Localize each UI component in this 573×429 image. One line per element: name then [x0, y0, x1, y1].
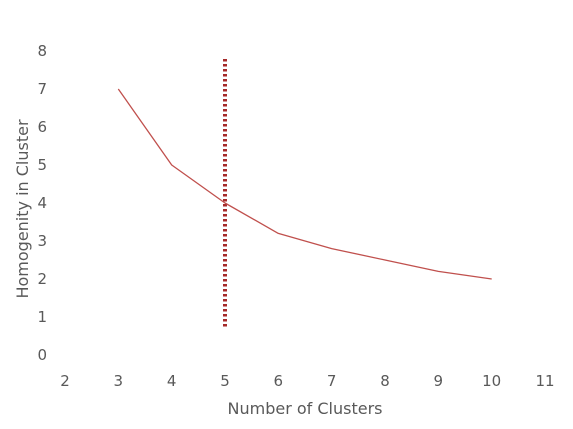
y-axis-ticks: 0 1 2 3 4 5 6 7 8 — [37, 42, 47, 364]
x-tick-label: 6 — [274, 372, 284, 390]
y-tick-label: 7 — [37, 80, 47, 98]
y-tick-label: 4 — [37, 194, 47, 212]
x-tick-label: 8 — [380, 372, 390, 390]
y-tick-label: 2 — [37, 270, 47, 288]
y-tick-label: 3 — [37, 232, 47, 250]
x-tick-label: 4 — [167, 372, 177, 390]
x-axis-ticks: 2 3 4 5 6 7 8 9 10 11 — [60, 372, 554, 390]
x-tick-label: 7 — [327, 372, 337, 390]
x-tick-label: 10 — [482, 372, 501, 390]
x-tick-label: 2 — [60, 372, 70, 390]
y-tick-label: 6 — [37, 118, 47, 136]
series-line — [117, 88, 492, 280]
y-tick-label: 0 — [37, 346, 47, 364]
series-group — [117, 88, 492, 280]
y-tick-label: 1 — [37, 308, 47, 326]
x-tick-label: 5 — [220, 372, 230, 390]
y-tick-label: 8 — [37, 42, 47, 60]
y-tick-label: 5 — [37, 156, 47, 174]
x-tick-label: 9 — [434, 372, 444, 390]
x-axis-title: Number of Clusters — [228, 399, 383, 418]
y-axis-title: Homogenity in Cluster — [13, 119, 32, 298]
x-tick-label: 11 — [535, 372, 554, 390]
x-tick-label: 3 — [114, 372, 124, 390]
